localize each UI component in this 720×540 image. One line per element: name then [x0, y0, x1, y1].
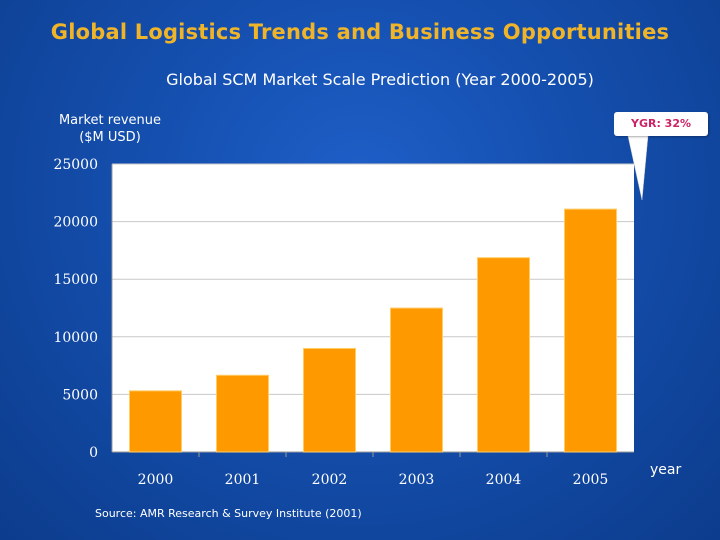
x-tick-label: 2002	[312, 472, 348, 488]
bar	[303, 347, 356, 453]
bar	[390, 307, 443, 453]
y-axis-label: Market revenue ($M USD)	[50, 112, 170, 146]
y-axis-label-line1: Market revenue	[58, 113, 162, 128]
y-tick-label: 20000	[53, 215, 98, 231]
y-tick-label: 25000	[53, 157, 98, 173]
y-tick-label: 15000	[53, 272, 98, 288]
x-tick-label: 2005	[573, 472, 609, 488]
data-label: 21083	[556, 183, 601, 199]
x-tick-label: 2004	[486, 472, 522, 488]
data-label: 5308	[126, 365, 162, 381]
source-note: Source: AMR Research & Survey Institute …	[95, 507, 362, 520]
x-tick-label: 2003	[399, 472, 435, 488]
callout-badge: YGR: 32%	[614, 112, 708, 136]
data-label: 8988	[300, 322, 336, 338]
callout-pointer	[627, 135, 649, 201]
x-axis-label: year	[650, 462, 681, 478]
data-label: 12494	[382, 282, 427, 298]
y-tick-label: 5000	[62, 387, 98, 403]
chart-title: Global SCM Market Scale Prediction (Year…	[166, 70, 594, 89]
bar	[216, 374, 269, 453]
y-tick-label: 0	[89, 445, 98, 461]
slide-title: Global Logistics Trends and Business Opp…	[50, 20, 670, 44]
plot-area	[112, 164, 634, 452]
x-tick-label: 2000	[138, 472, 174, 488]
x-tick-label: 2001	[225, 472, 261, 488]
y-tick-label: 10000	[53, 330, 98, 346]
y-axis-label-line2: ($M USD)	[79, 130, 141, 145]
bar	[564, 208, 617, 453]
data-label: 16866	[469, 232, 514, 248]
data-label: 6658	[213, 349, 249, 365]
bar	[477, 257, 530, 453]
bar	[129, 390, 182, 453]
